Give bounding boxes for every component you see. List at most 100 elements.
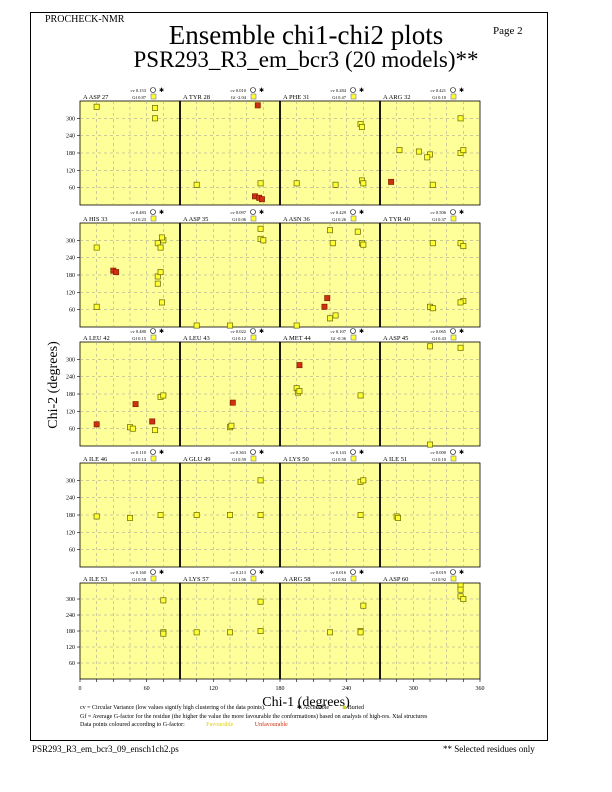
data-point [257, 225, 264, 232]
cv-pie-icon [250, 87, 256, 93]
gf-box-icon [250, 455, 257, 462]
data-point [158, 299, 165, 306]
panel-cv: cv 0.107 [331, 329, 347, 334]
panel-cv: cv 0.153 [131, 88, 147, 93]
accessible-icon: ✱ [259, 569, 264, 576]
data-point [93, 244, 100, 251]
accessible-icon: ✱ [159, 328, 164, 335]
data-point-unfavourable [93, 421, 100, 428]
y-tick-label: 300 [66, 238, 75, 244]
panel-label: A LEU 43 [183, 335, 210, 342]
data-point [360, 180, 367, 187]
panel-cv: cv 0.480 [131, 329, 147, 334]
x-tick-label: 300 [409, 686, 418, 692]
panel-label: A ASP 60 [383, 576, 408, 583]
panel-label: A ARG 32 [383, 94, 410, 101]
panel-cv: cv 0.000 [431, 450, 447, 455]
data-point-unfavourable [254, 102, 261, 109]
panel-gf: Gf 0.92 [432, 577, 446, 582]
panel-gf: Gf 0.10 [432, 457, 446, 462]
cv-pie-icon [350, 328, 356, 334]
panel-label: A LYS 50 [283, 456, 309, 463]
gf-box-icon [250, 93, 257, 100]
y-tick-label: 180 [66, 151, 75, 157]
data-point [160, 392, 167, 399]
data-point-unfavourable [324, 295, 331, 302]
y-tick-label: 240 [66, 375, 75, 381]
y-axis-label: Chi-2 (degrees) [46, 341, 61, 429]
cv-pie-icon [450, 328, 456, 334]
data-point [193, 322, 200, 329]
cv-pie-icon [350, 87, 356, 93]
accessible-icon: ✱ [159, 449, 164, 456]
panel-cv: cv 0.097 [231, 210, 247, 215]
cv-pie-icon [450, 569, 456, 575]
accessible-icon: ✱ [359, 328, 364, 335]
data-point [127, 514, 133, 521]
legend-cv-text: cv = Circular Variance (low values signi… [80, 705, 266, 711]
y-tick-label: 240 [66, 613, 75, 619]
data-point [93, 103, 100, 110]
data-point-unfavourable [132, 401, 139, 408]
data-point [429, 181, 436, 188]
accessible-icon: ✱ [159, 569, 164, 576]
y-tick-label: 60 [69, 186, 75, 192]
data-point [158, 234, 165, 241]
data-point [460, 243, 467, 250]
data-point [257, 598, 264, 605]
page-number: Page 2 [493, 25, 523, 37]
data-point [332, 312, 339, 319]
gf-box-icon [350, 575, 357, 582]
page-frame [30, 12, 548, 741]
panel-label: A ILE 53 [83, 576, 107, 583]
data-point [357, 512, 364, 518]
legend-unfavourable: Unfavourable [254, 722, 288, 728]
cv-pie-icon [250, 569, 256, 575]
data-point-unfavourable [296, 362, 303, 369]
gf-box-icon [450, 334, 457, 341]
panel-gf: Gf 0.26 [332, 217, 346, 222]
panel-label: A HIS 33 [83, 216, 108, 223]
x-tick-label: 360 [476, 686, 485, 692]
panel-label: A ASN 36 [283, 216, 310, 223]
data-point [457, 299, 464, 306]
legend-cv: cv = Circular Variance (low values signi… [80, 705, 364, 712]
data-point [193, 512, 200, 518]
panel-label: A ARG 58 [283, 576, 310, 583]
accessible-icon: ✱ [159, 209, 164, 216]
gf-box-icon [150, 455, 157, 462]
y-tick-label: 180 [66, 392, 75, 398]
panel-cv: cv 0.429 [331, 210, 347, 215]
cv-pie-icon [250, 328, 256, 334]
y-tick-label: 300 [66, 116, 75, 122]
data-point [157, 244, 164, 251]
accessible-icon: ✱ [459, 328, 464, 335]
data-point-unfavourable [321, 303, 328, 310]
panel-label: A PHE 31 [283, 94, 309, 101]
cv-pie-icon [150, 569, 156, 575]
data-point [360, 602, 367, 609]
gf-box-icon [350, 215, 357, 222]
panel-cv: cv 0.065 [431, 329, 447, 334]
gf-box-icon [150, 575, 157, 582]
data-point [193, 181, 200, 188]
panel-label: A ILE 46 [83, 456, 108, 463]
data-point [93, 513, 100, 520]
data-point [360, 241, 367, 248]
data-point-unfavourable [149, 418, 156, 425]
data-point [327, 629, 333, 636]
y-tick-label: 120 [66, 290, 75, 296]
accessible-icon: ✱ [459, 449, 464, 456]
panel-cv: cv 0.421 [431, 88, 447, 93]
y-tick-label: 120 [66, 409, 75, 415]
data-point [457, 344, 464, 351]
panel-cv: cv 0.284 [331, 88, 347, 93]
data-point [157, 512, 164, 518]
data-point [424, 154, 431, 161]
data-point [360, 477, 367, 484]
page-title: Ensemble chi1-chi2 plots [168, 20, 444, 50]
data-point [160, 630, 167, 637]
gf-box-icon [250, 575, 257, 582]
data-point [93, 303, 100, 310]
cv-pie-icon [350, 449, 356, 455]
